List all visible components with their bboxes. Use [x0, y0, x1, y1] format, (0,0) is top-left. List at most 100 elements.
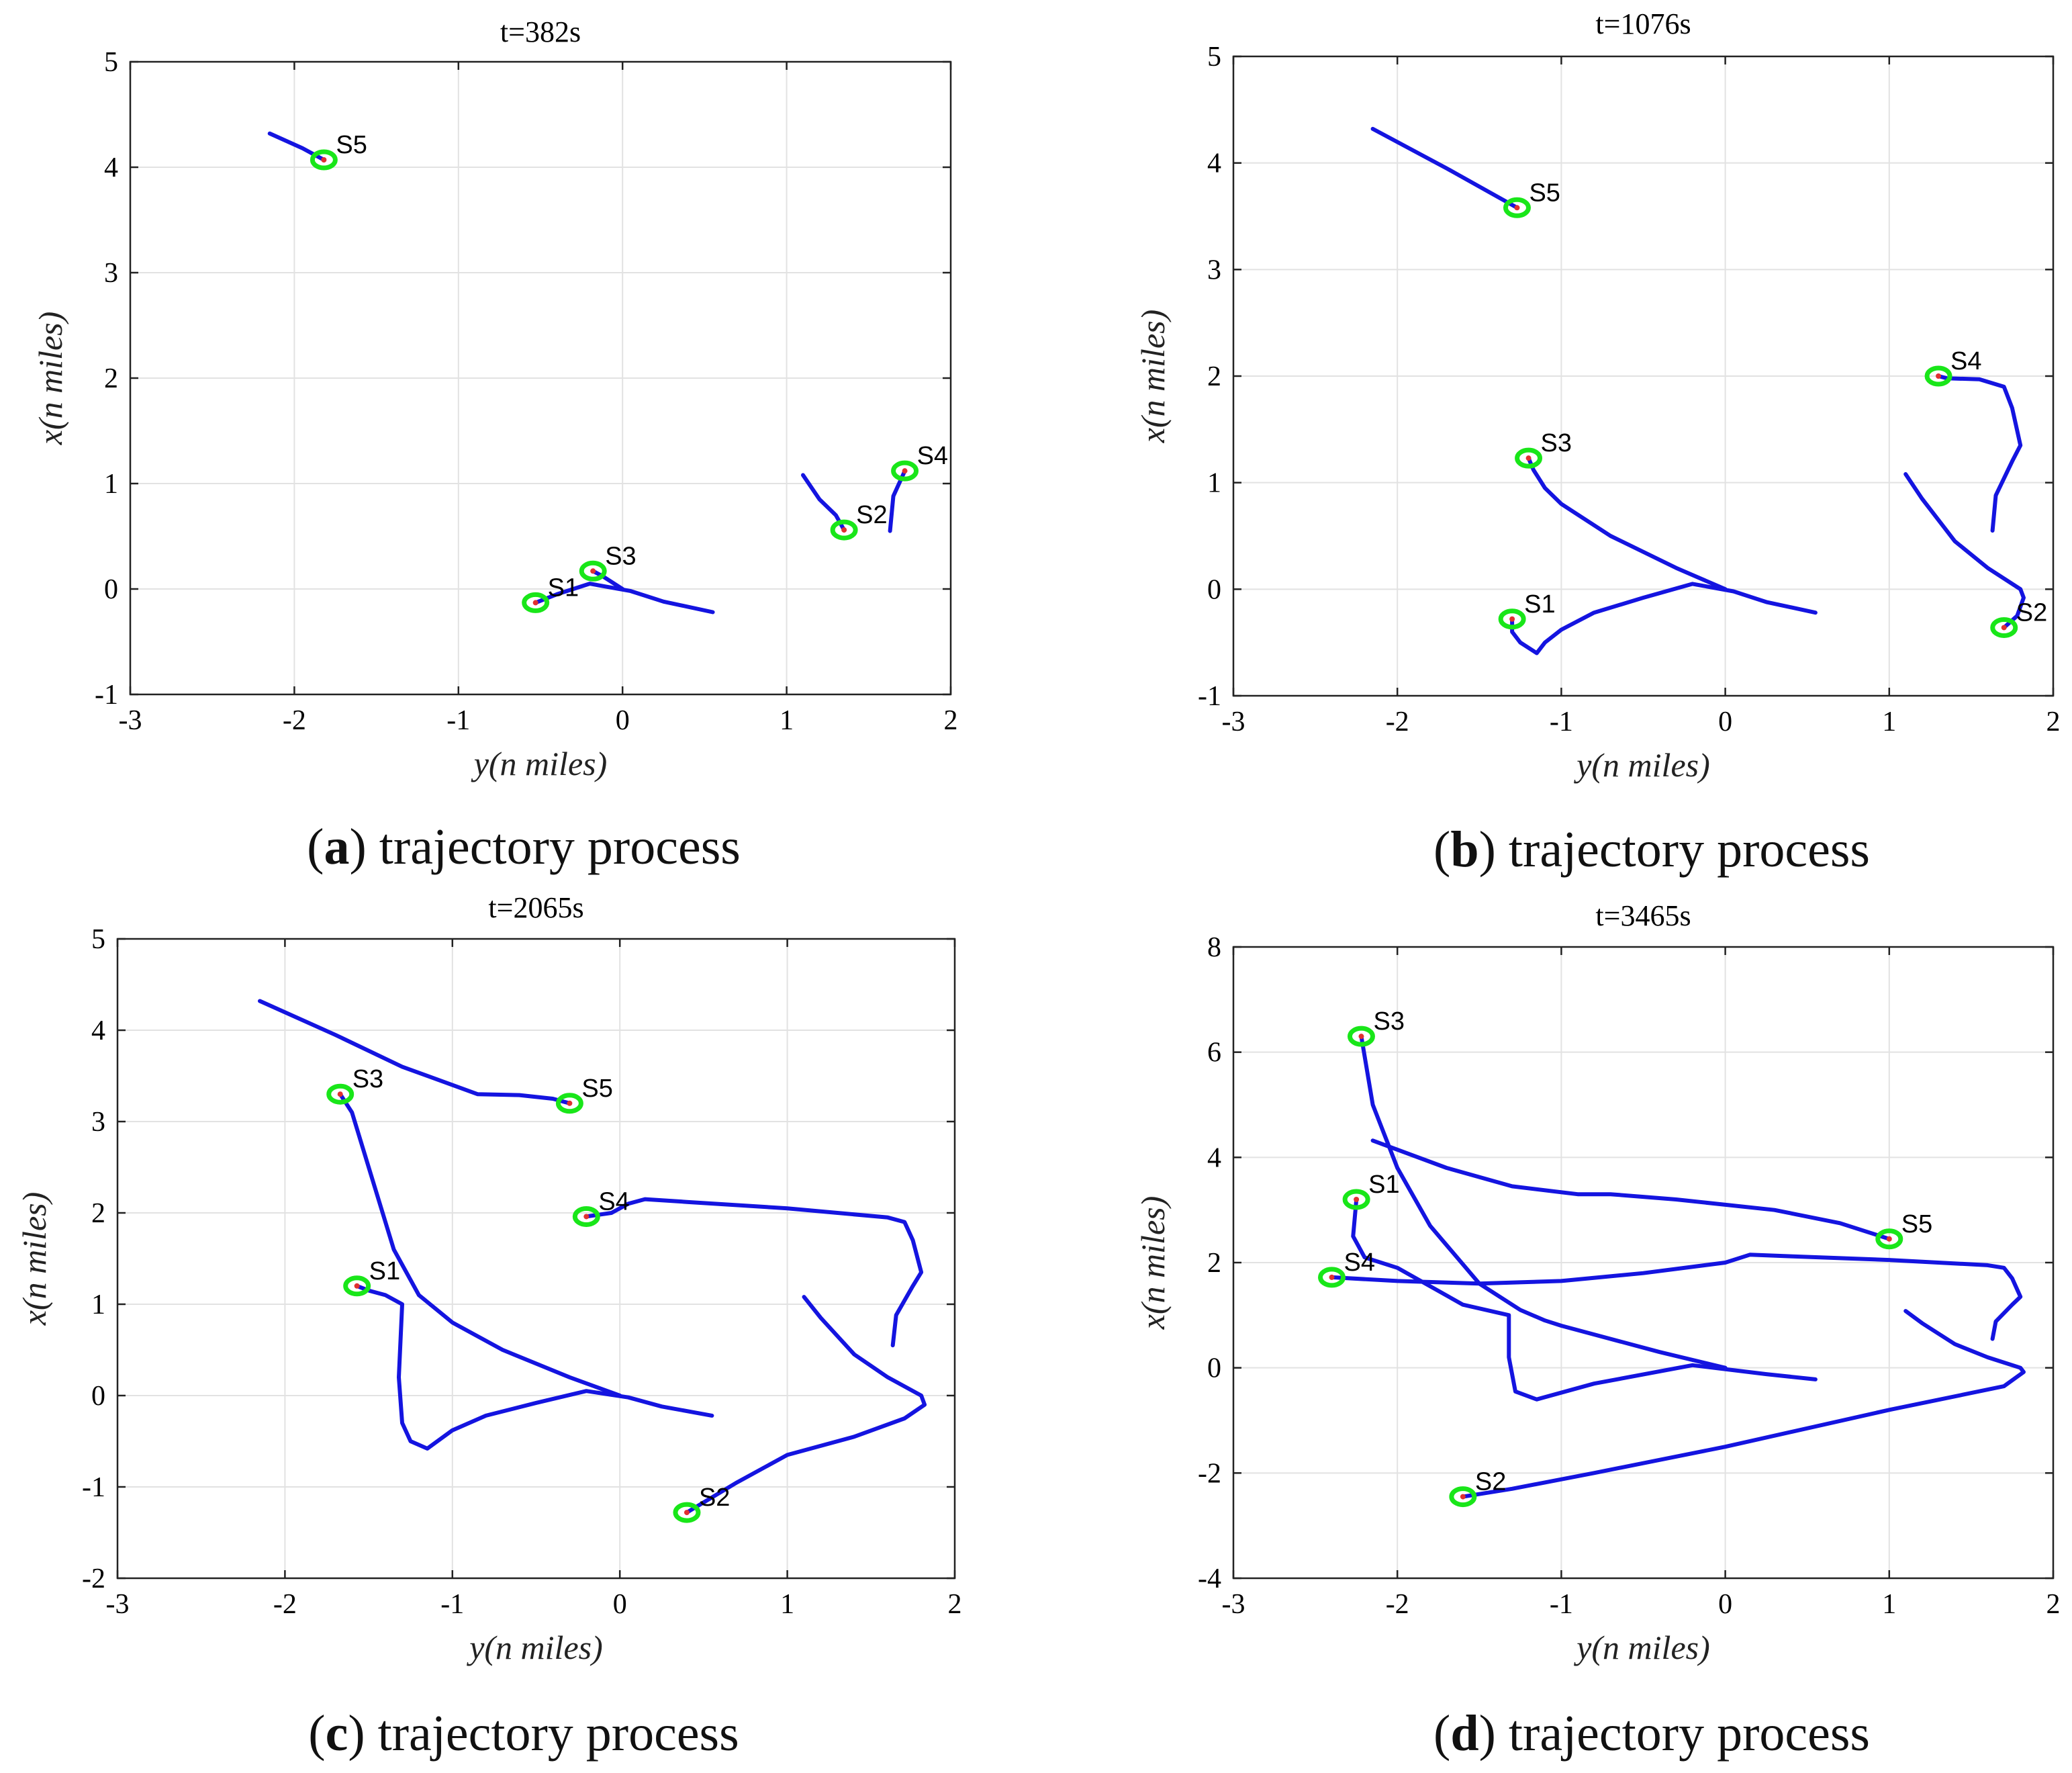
x-axis-label: y(n miles) — [1573, 1629, 1710, 1666]
x-tick-label: 2 — [2046, 1589, 2061, 1620]
ship-marker-s2 — [1990, 617, 2018, 638]
caption-text: trajectory process — [1496, 1705, 1870, 1762]
x-tick-label: -2 — [1386, 1589, 1409, 1620]
y-tick-label: -1 — [82, 1472, 105, 1503]
trajectory-s1 — [1351, 1197, 1818, 1402]
trajectory-s3 — [1526, 456, 1728, 592]
y-tick-label: 4 — [1207, 148, 1221, 179]
ship-marker-s5 — [555, 1093, 583, 1114]
ship-marker-s2 — [830, 519, 858, 541]
chart-title: t=382s — [500, 15, 581, 48]
y-axis-label: x(n miles) — [32, 312, 69, 446]
trajectory-s5 — [1370, 1138, 1891, 1241]
panel-caption: (c) trajectory process — [308, 1705, 739, 1762]
x-tick-label: -3 — [106, 1589, 130, 1620]
trajectory-s4 — [1329, 1253, 2023, 1341]
panel-caption: (d) trajectory process — [1433, 1705, 1870, 1762]
ship-center-s1 — [354, 1283, 360, 1289]
x-tick-label: -1 — [446, 705, 470, 736]
ship-label-s1: S1 — [1368, 1171, 1399, 1199]
y-tick-label: -1 — [1198, 681, 1221, 712]
y-tick-label: 0 — [91, 1381, 105, 1412]
caption-text: trajectory process — [365, 1705, 739, 1762]
y-tick-label: 2 — [1207, 361, 1221, 392]
ship-label-s4: S4 — [1950, 347, 1981, 375]
caption-text: trajectory process — [1496, 821, 1870, 878]
y-tick-label: 2 — [91, 1198, 105, 1229]
ship-center-s3 — [1358, 1034, 1364, 1040]
ship-center-s3 — [590, 568, 596, 574]
ship-label-s3: S3 — [1373, 1007, 1404, 1036]
caption-paren-open: ( — [1433, 1705, 1450, 1762]
panel-caption: (b) trajectory process — [1433, 821, 1870, 878]
x-axis-label: y(n miles) — [1573, 746, 1710, 784]
y-tick-label: 6 — [1207, 1038, 1221, 1069]
y-tick-label: 0 — [104, 574, 118, 605]
y-tick-label: 4 — [104, 152, 118, 183]
panel-caption: (a) trajectory process — [307, 819, 741, 875]
y-tick-label: 0 — [1207, 574, 1221, 605]
x-tick-label: 2 — [2046, 707, 2061, 737]
trajectory-s2 — [1460, 1309, 2026, 1499]
trajectory-s4 — [1936, 374, 2023, 533]
ship-center-s4 — [583, 1214, 590, 1220]
x-tick-label: -3 — [1222, 707, 1245, 737]
ship-marker-s1 — [522, 592, 550, 613]
ship-label-s1: S1 — [369, 1257, 400, 1285]
caption-paren-close: ) — [1479, 821, 1496, 878]
ship-marker-s3 — [579, 560, 607, 582]
y-tick-label: 3 — [1207, 255, 1221, 285]
x-tick-label: 1 — [1882, 707, 1896, 737]
trajectory-s4 — [584, 1197, 924, 1348]
ship-center-s4 — [902, 468, 908, 474]
y-tick-label: 5 — [1207, 42, 1221, 73]
y-tick-label: 0 — [1207, 1353, 1221, 1384]
ship-center-s5 — [567, 1100, 573, 1106]
x-tick-label: -2 — [273, 1589, 297, 1620]
ship-center-s2 — [841, 527, 847, 533]
chart-panel-d: -3 -2 -1 0 1 2 -4 -2 0 2 4 6 8 t=3465s y(n miles) x(n m… — [1134, 899, 2061, 1762]
y-axis-label: x(n miles) — [1134, 1196, 1172, 1330]
ship-label-s3: S3 — [1541, 429, 1572, 457]
y-tick-label: 4 — [91, 1015, 105, 1046]
x-tick-label: -2 — [1386, 707, 1409, 737]
ship-marker-s5 — [310, 149, 338, 171]
ship-center-s5 — [321, 157, 327, 163]
caption-paren-open: ( — [308, 1705, 325, 1762]
trajectory-s3 — [338, 1092, 622, 1398]
y-tick-label: -2 — [82, 1563, 105, 1594]
trajectory-s5 — [258, 999, 572, 1105]
caption-text: trajectory process — [367, 819, 741, 875]
ship-marker-s4 — [891, 460, 919, 482]
y-tick-label: -1 — [95, 680, 118, 711]
y-tick-label: 1 — [91, 1289, 105, 1320]
ship-label-s5: S5 — [1529, 179, 1560, 207]
ship-marker-s1 — [1498, 608, 1526, 630]
y-axis-label: x(n miles) — [15, 1192, 53, 1326]
ship-label-s3: S3 — [352, 1065, 383, 1093]
y-tick-label: -2 — [1198, 1458, 1221, 1489]
ship-center-s4 — [1936, 373, 1942, 379]
ship-label-s4: S4 — [598, 1187, 629, 1216]
x-tick-label: -1 — [1550, 707, 1573, 737]
trajectory-s2 — [685, 1295, 927, 1515]
y-tick-label: 1 — [104, 469, 118, 500]
ship-center-s2 — [684, 1510, 690, 1516]
ship-marker-s4 — [572, 1206, 600, 1227]
x-tick-label: 1 — [1882, 1589, 1896, 1620]
ship-center-s4 — [1329, 1274, 1335, 1280]
ship-marker-s3 — [1515, 447, 1543, 469]
ship-label-s2: S2 — [1475, 1468, 1506, 1496]
x-tick-label: 2 — [948, 1589, 962, 1620]
caption-letter: c — [326, 1705, 348, 1762]
chart-panel-a: -3 -2 -1 0 1 2 -1 0 1 2 3 4 5 t=382s y(n miles) x(n mil… — [32, 15, 958, 875]
y-tick-label: -4 — [1198, 1563, 1221, 1594]
chart-title: t=2065s — [488, 891, 583, 924]
caption-paren-open: ( — [307, 819, 324, 875]
ship-marker-s2 — [1449, 1486, 1477, 1508]
ship-marker-s3 — [326, 1083, 355, 1105]
ship-center-s5 — [1886, 1236, 1892, 1242]
plot-frame — [116, 938, 956, 1580]
